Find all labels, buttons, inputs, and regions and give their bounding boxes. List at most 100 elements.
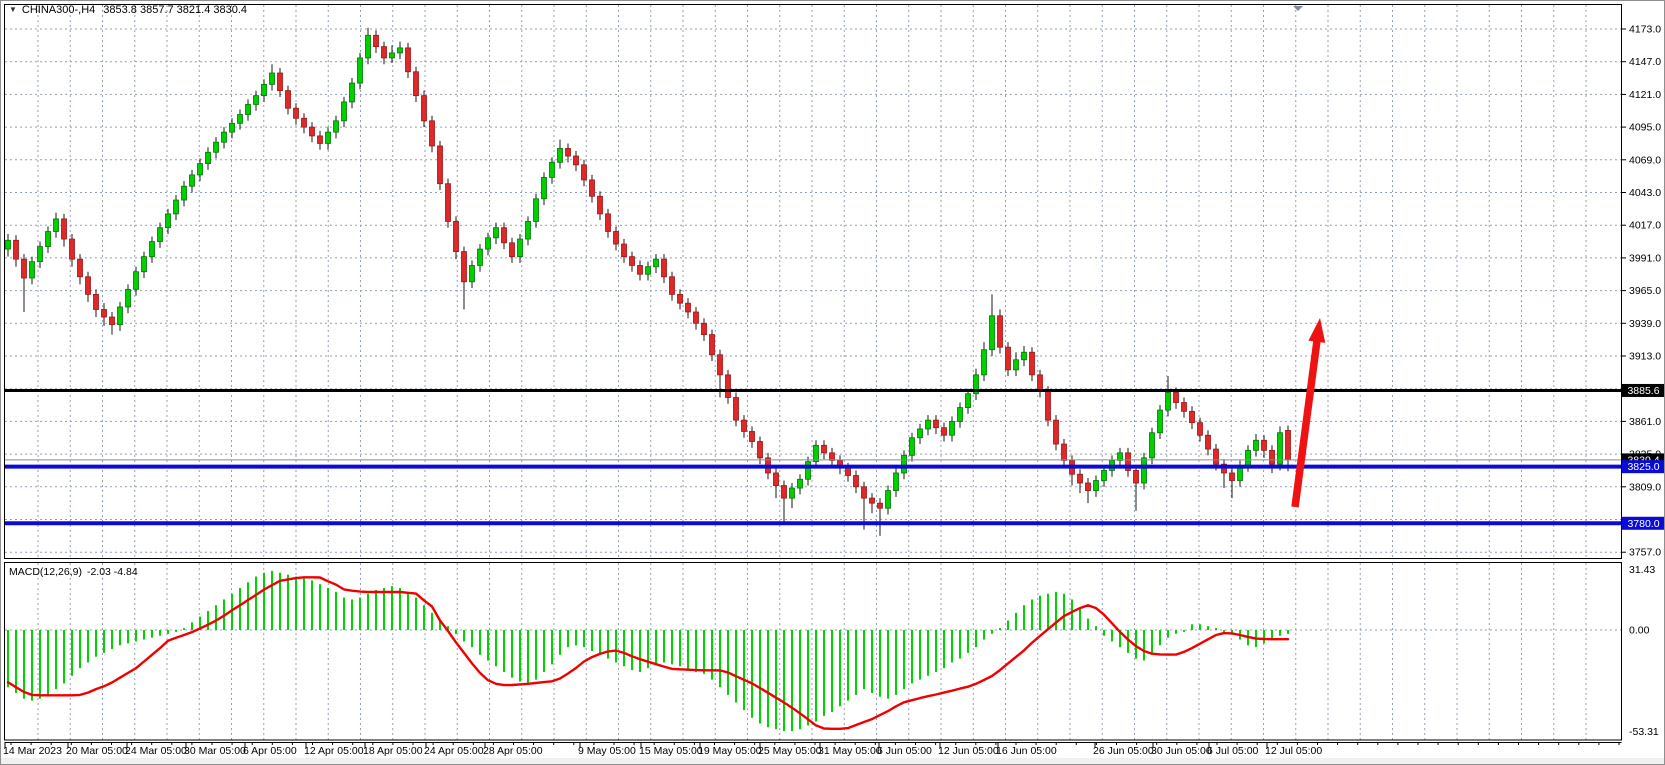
candle-body-down	[773, 472, 779, 486]
candle-body-up	[485, 237, 491, 250]
candle	[829, 447, 835, 467]
candle-body-down	[85, 276, 91, 295]
macd-bar	[1279, 630, 1281, 636]
candle-body-up	[1101, 470, 1107, 481]
macd-bar	[1015, 612, 1017, 630]
macd-bar	[231, 593, 233, 630]
macd-bar	[951, 630, 953, 663]
candle	[1189, 406, 1195, 429]
candle-body-down	[853, 475, 859, 488]
macd-bar	[767, 630, 769, 728]
candle	[877, 498, 883, 536]
macd-bar	[1079, 609, 1081, 630]
candle	[573, 150, 579, 172]
macd-bar	[575, 630, 577, 646]
candle	[997, 309, 1003, 354]
candle	[149, 236, 155, 263]
candle-body-up	[1117, 452, 1123, 461]
candle-body-up	[653, 258, 659, 268]
macd-bar	[1191, 624, 1193, 630]
candle	[397, 41, 403, 60]
candle-body-down	[1229, 472, 1235, 481]
macd-bar	[599, 630, 601, 655]
candle	[725, 369, 731, 404]
macd-bar	[519, 630, 521, 682]
candle-body-up	[365, 34, 371, 59]
candle	[245, 99, 251, 121]
candle-body-up	[237, 114, 243, 124]
bottom-chrome-strip	[1, 758, 1664, 764]
price-axis[interactable]: 4173.0 4147.0 4121.0 4095.0 4069.0 4043.0 4017…	[1622, 24, 1665, 739]
chart-title: ▼ CHINA300-,H4 3853.8 3857.7 3821.4 3830.4	[9, 4, 247, 16]
candle	[341, 96, 347, 128]
candle	[957, 402, 963, 428]
macd-bar	[711, 630, 713, 680]
candle-body-down	[1045, 390, 1051, 421]
svg-text:3780.0: 3780.0	[1627, 518, 1659, 530]
candle	[933, 415, 939, 434]
macd-bar	[1127, 630, 1129, 653]
time-tick-label: 28 Apr 05:00	[483, 745, 543, 757]
candle	[213, 137, 219, 159]
candle-body-down	[821, 444, 827, 454]
candle-body-down	[453, 221, 459, 253]
macd-bar	[911, 630, 913, 684]
macd-bar	[1151, 630, 1153, 653]
candle-body-down	[869, 497, 875, 504]
macd-bar	[175, 630, 177, 632]
candle-body-up	[157, 227, 163, 242]
chart-shift-marker-icon[interactable]	[1293, 6, 1303, 11]
macd-bar	[495, 630, 497, 667]
symbol-dropdown-icon[interactable]: ▼	[9, 5, 17, 14]
macd-bar	[127, 630, 129, 644]
macd-bar	[319, 584, 321, 630]
macd-bar	[903, 630, 905, 690]
candle-body-down	[277, 72, 283, 92]
macd-bar	[71, 630, 73, 676]
candle	[381, 41, 387, 65]
time-tick-label: 30 Mar 05:00	[184, 745, 246, 757]
macd-bar	[991, 630, 993, 634]
symbol-period-label: CHINA300-,H4	[21, 4, 96, 16]
candle	[1093, 475, 1099, 497]
candle	[317, 130, 323, 150]
macd-bar	[487, 630, 489, 661]
candle-body-up	[1245, 449, 1251, 466]
time-tick-label: 18 Apr 05:00	[363, 745, 423, 757]
candle	[13, 235, 19, 267]
candle	[1053, 415, 1059, 451]
candle	[1061, 439, 1067, 467]
candle-body-down	[861, 486, 867, 499]
macd-bar	[375, 589, 377, 630]
candle	[45, 226, 51, 253]
candle	[1253, 433, 1259, 457]
price-tick-label: 4121.0	[1629, 89, 1661, 101]
macd-bar	[1103, 630, 1105, 636]
candle	[437, 140, 443, 190]
candle	[293, 103, 299, 125]
candle	[197, 158, 203, 182]
candle	[773, 467, 779, 499]
candle-body-up	[269, 72, 275, 85]
macd-bar	[111, 630, 113, 650]
annotation-arrow-up[interactable]	[1291, 318, 1326, 508]
candle-body-down	[429, 120, 435, 147]
candle-body-down	[1061, 443, 1067, 461]
candle	[285, 85, 291, 115]
candle-body-down	[565, 148, 571, 157]
price-tick-label: 3991.0	[1629, 252, 1661, 264]
macd-bar	[207, 610, 209, 630]
macd-bar	[167, 630, 169, 634]
candle	[629, 251, 635, 272]
macd-bar	[1215, 628, 1217, 630]
candle-body-up	[1021, 351, 1027, 361]
macd-bar	[735, 630, 737, 703]
candle-body-down	[741, 419, 747, 432]
macd-bar	[983, 630, 985, 640]
macd-bar	[751, 630, 753, 718]
candle	[1021, 345, 1027, 367]
candle	[869, 493, 875, 514]
macd-bar	[799, 630, 801, 730]
